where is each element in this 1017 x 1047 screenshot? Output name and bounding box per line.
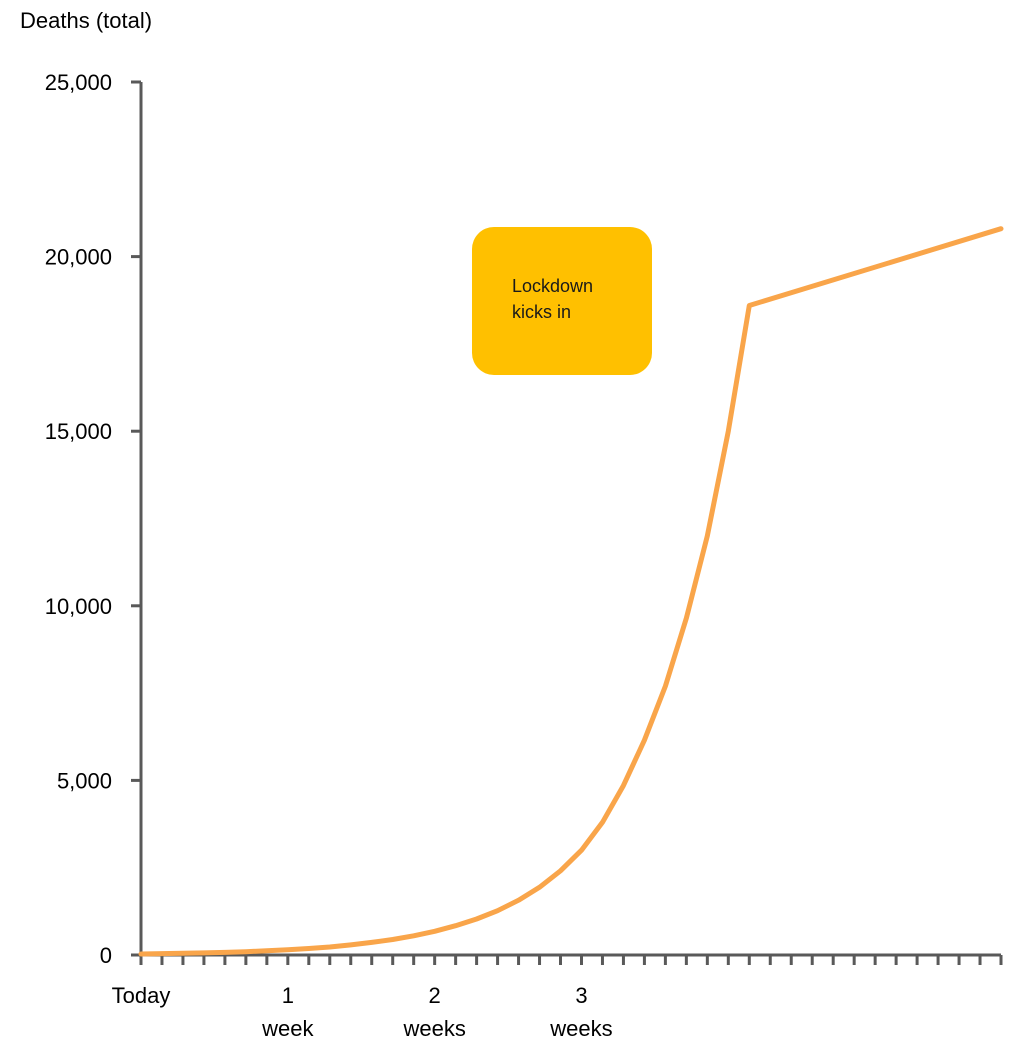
annotation-line-2: kicks in — [512, 302, 572, 322]
y-axis-title: Deaths (total) — [20, 8, 153, 33]
annotation-line-1: Lockdown — [512, 276, 594, 296]
x-tick-label: 1 — [282, 983, 294, 1008]
ticks: 0 5,000 10,000 15,000 20,000 25,000 Today 1 week… — [45, 70, 1003, 1041]
y-tick-label: 10,000 — [45, 594, 112, 619]
y-tick-label: 20,000 — [45, 245, 112, 270]
axes — [139, 82, 1001, 957]
series-line — [138, 226, 1004, 957]
x-tick-label: 3 — [575, 983, 587, 1008]
annotation-text: Lockdown kicks in — [512, 273, 642, 325]
series — [138, 226, 1004, 957]
x-tick-label: weeks — [402, 1016, 465, 1041]
annotation-bubble — [472, 227, 652, 375]
y-tick-label: 15,000 — [45, 419, 112, 444]
x-tick-label: Today — [112, 983, 171, 1008]
y-tick-label: 5,000 — [57, 768, 112, 793]
y-tick-label: 0 — [100, 943, 112, 968]
x-tick-label: weeks — [549, 1016, 612, 1041]
y-tick-label: 25,000 — [45, 70, 112, 95]
x-tick-label: week — [261, 1016, 314, 1041]
x-tick-label: 2 — [429, 983, 441, 1008]
